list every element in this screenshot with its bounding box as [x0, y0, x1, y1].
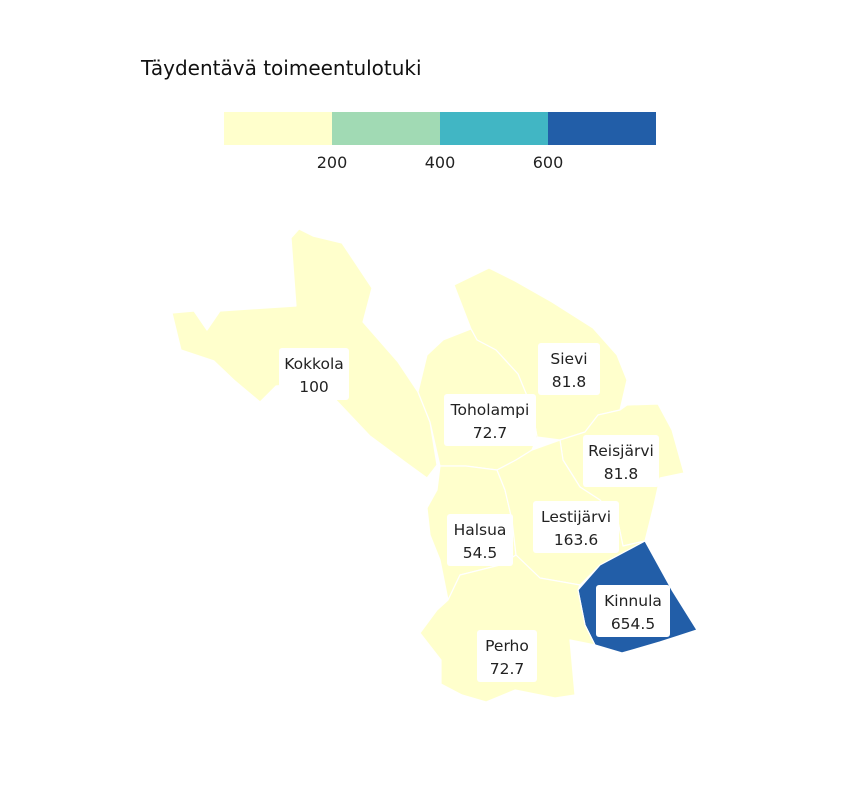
label-box-kinnula — [596, 585, 670, 637]
label-box-reisjarvi — [583, 435, 659, 487]
label-perho: Perho 72.7 — [477, 630, 537, 682]
legend-tick-200: 200 — [316, 153, 348, 172]
legend-title: Täydentävä toimeentulotuki — [141, 56, 422, 80]
legend-swatch-1 — [224, 112, 332, 145]
region-value-kinnula: 654.5 — [611, 615, 655, 633]
region-value-lestijarvi: 163.6 — [554, 531, 598, 549]
label-kokkola: Kokkola 100 — [279, 348, 349, 400]
legend-tick-400: 400 — [424, 153, 456, 172]
region-value-reisjarvi: 81.8 — [604, 465, 639, 483]
label-box-toholampi — [444, 394, 536, 446]
region-name-perho: Perho — [485, 637, 529, 655]
legend-swatch-4 — [548, 112, 656, 145]
region-name-reisjarvi: Reisjärvi — [588, 442, 654, 460]
region-value-toholampi: 72.7 — [473, 424, 508, 442]
region-name-kokkola: Kokkola — [284, 355, 344, 373]
label-lestijarvi: Lestijärvi 163.6 — [533, 501, 619, 553]
label-box-halsua — [447, 514, 513, 566]
label-kinnula: Kinnula 654.5 — [596, 585, 670, 637]
region-name-sievi: Sievi — [550, 350, 587, 368]
label-box-sievi — [538, 343, 600, 395]
region-value-halsua: 54.5 — [463, 544, 498, 562]
region-name-lestijarvi: Lestijärvi — [541, 508, 611, 526]
region-name-kinnula: Kinnula — [604, 592, 662, 610]
label-reisjarvi: Reisjärvi 81.8 — [583, 435, 659, 487]
label-box-kokkola — [279, 348, 349, 400]
region-name-toholampi: Toholampi — [450, 401, 530, 419]
legend-swatch-3 — [440, 112, 548, 145]
legend-ticks: 200 400 600 — [0, 153, 864, 177]
region-value-perho: 72.7 — [490, 660, 525, 678]
legend-swatch-2 — [332, 112, 440, 145]
legend-tick-600: 600 — [532, 153, 564, 172]
legend-color-bar — [224, 112, 656, 145]
region-name-halsua: Halsua — [454, 521, 507, 539]
region-value-sievi: 81.8 — [552, 373, 587, 391]
label-sievi: Sievi 81.8 — [538, 343, 600, 395]
label-box-perho — [477, 630, 537, 682]
label-toholampi: Toholampi 72.7 — [444, 394, 536, 446]
label-box-lestijarvi — [533, 501, 619, 553]
region-value-kokkola: 100 — [299, 378, 329, 396]
label-halsua: Halsua 54.5 — [447, 514, 513, 566]
